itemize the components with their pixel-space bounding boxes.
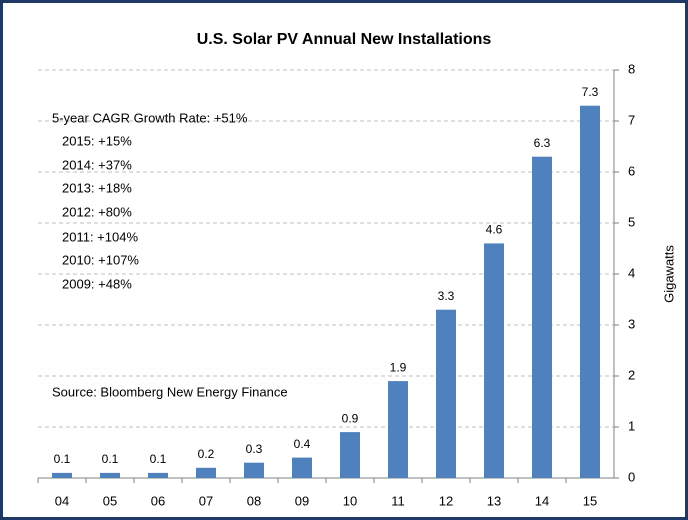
annotation: 2012: +80% — [62, 204, 132, 219]
bar — [340, 432, 360, 478]
y-tick-label: 3 — [628, 316, 635, 331]
annotation: 2011: +104% — [62, 229, 138, 244]
x-tick-label: 14 — [535, 493, 549, 508]
annotation: 2013: +18% — [62, 180, 132, 195]
x-tick-label: 04 — [55, 493, 69, 508]
value-label: 4.6 — [486, 223, 503, 237]
x-tick-label: 15 — [583, 493, 597, 508]
annotation: 2009: +48% — [62, 276, 132, 291]
bar — [484, 243, 504, 478]
bar — [148, 472, 168, 478]
annotation: 2015: +15% — [62, 133, 132, 148]
x-tick-label: 13 — [487, 493, 501, 508]
y-tick-label: 7 — [628, 112, 635, 127]
x-tick-label: 07 — [199, 493, 213, 508]
annotation: 5-year CAGR Growth Rate: +51% — [52, 110, 248, 125]
bar — [292, 457, 312, 478]
bar — [388, 381, 408, 478]
y-axis-label: Gigawatts — [661, 245, 676, 303]
bar — [532, 156, 552, 478]
x-tick-label: 09 — [295, 493, 309, 508]
x-tick-label: 08 — [247, 493, 261, 508]
bar — [196, 467, 216, 478]
chart-title: U.S. Solar PV Annual New Installations — [197, 31, 492, 48]
annotation: 2010: +107% — [62, 252, 139, 267]
y-tick-label: 4 — [628, 265, 635, 280]
bar — [52, 472, 72, 478]
x-tick-label: 12 — [439, 493, 453, 508]
value-label: 0.4 — [294, 437, 311, 451]
value-label: 1.9 — [390, 360, 407, 374]
bar — [580, 105, 600, 478]
bar — [100, 472, 120, 478]
y-tick-label: 6 — [628, 163, 635, 178]
y-tick-label: 5 — [628, 214, 635, 229]
x-tick-label: 06 — [151, 493, 165, 508]
value-label: 0.1 — [54, 452, 71, 466]
bar — [244, 462, 264, 478]
value-label: 0.1 — [150, 452, 167, 466]
y-tick-label: 1 — [628, 418, 635, 433]
value-label: 0.9 — [342, 411, 359, 425]
x-tick-label: 11 — [391, 493, 405, 508]
value-label: 0.2 — [198, 447, 215, 461]
annotation: Source: Bloomberg New Energy Finance — [52, 384, 288, 399]
x-tick-label: 10 — [343, 493, 357, 508]
value-label: 0.1 — [102, 452, 119, 466]
value-label: 7.3 — [582, 85, 599, 99]
value-label: 3.3 — [438, 289, 455, 303]
annotation: 2014: +37% — [62, 157, 132, 172]
y-tick-label: 0 — [628, 469, 635, 484]
value-label: 0.3 — [246, 442, 263, 456]
y-tick-label: 8 — [628, 61, 635, 76]
bar — [436, 309, 456, 478]
value-label: 6.3 — [534, 136, 551, 150]
x-tick-label: 05 — [103, 493, 117, 508]
y-tick-label: 2 — [628, 367, 635, 382]
